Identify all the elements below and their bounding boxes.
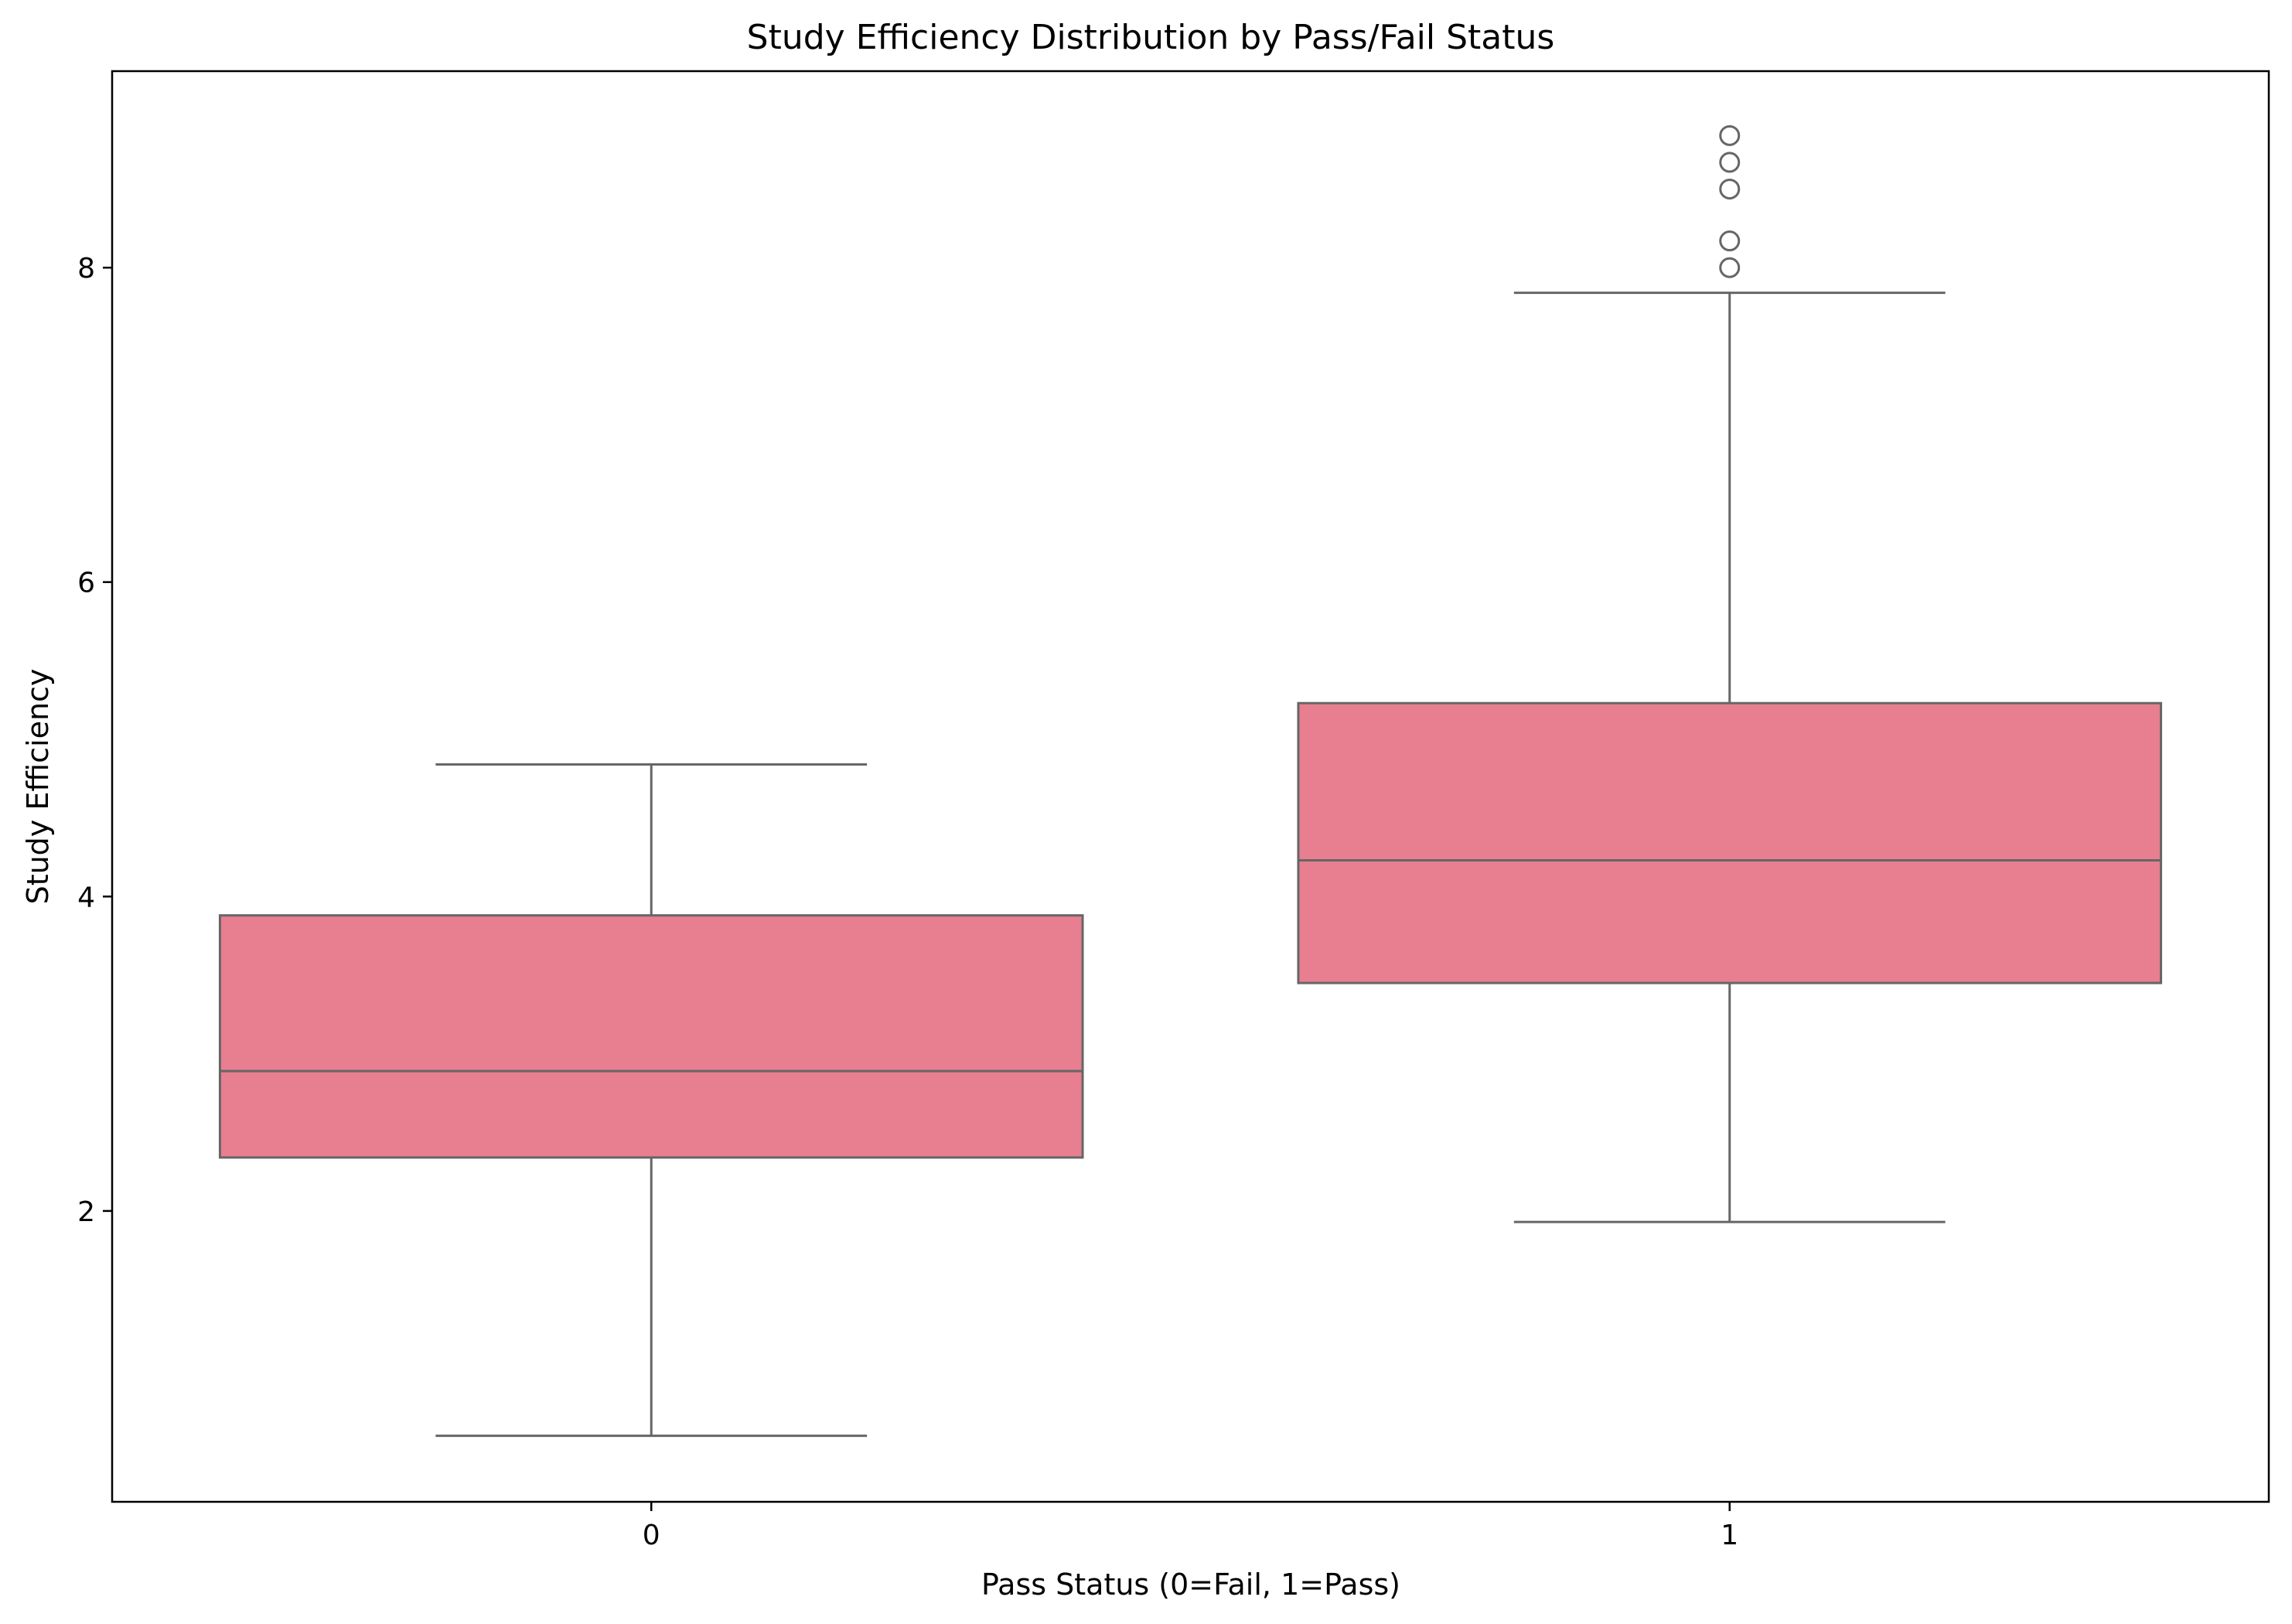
chart-title: Study Efficiency Distribution by Pass/Fa…	[747, 18, 1555, 57]
y-tick-label: 8	[77, 253, 95, 285]
box-iqr	[1297, 701, 2163, 984]
outlier-point	[1719, 257, 1741, 278]
y-tick-label: 6	[77, 568, 95, 599]
x-tick-label: 1	[1721, 1520, 1738, 1551]
y-axis-label: Study Efficiency	[21, 669, 55, 905]
axes-frame	[111, 70, 2270, 1503]
x-axis-label: Pass Status (0=Fail, 1=Pass)	[981, 1568, 1400, 1602]
outlier-point	[1719, 230, 1741, 252]
outlier-point	[1719, 125, 1741, 146]
y-tick-label: 2	[77, 1196, 95, 1228]
y-tick-label: 4	[77, 882, 95, 913]
x-tick-label: 0	[643, 1520, 660, 1551]
plot-area: 2 4 6 8 0 1	[77, 125, 2163, 1551]
outlier-point	[1719, 152, 1741, 173]
box-iqr	[218, 914, 1084, 1159]
outlier-point	[1719, 178, 1741, 200]
